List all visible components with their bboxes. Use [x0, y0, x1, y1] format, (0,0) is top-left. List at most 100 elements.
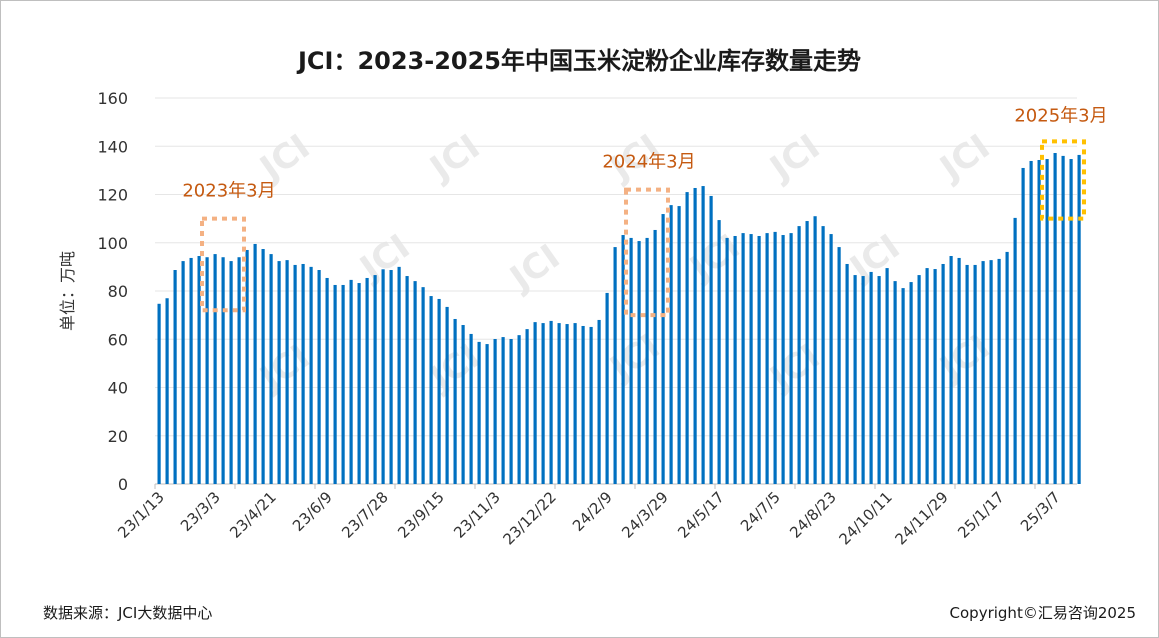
bar [429, 296, 433, 484]
annotation-box [624, 187, 670, 318]
bar [253, 243, 257, 484]
bar [685, 192, 689, 484]
bar [365, 277, 369, 484]
bar [813, 216, 817, 484]
bar [965, 264, 969, 484]
y-tick-label: 20 [108, 427, 128, 446]
y-tick-label: 140 [97, 137, 128, 156]
watermark: JCI [682, 227, 748, 290]
bar [269, 254, 273, 484]
bar [501, 337, 505, 484]
x-tick-label: 23/7/28 [338, 488, 392, 542]
bar [1045, 159, 1049, 484]
x-tick-label: 23/11/3 [450, 488, 504, 542]
bar [829, 234, 833, 484]
x-tick-label: 23/1/13 [114, 488, 168, 542]
bar [797, 226, 801, 484]
x-tick-label: 24/5/17 [674, 488, 728, 542]
bar [925, 268, 929, 484]
bar [821, 226, 825, 484]
bar [533, 322, 537, 484]
bar [477, 341, 481, 484]
bar [205, 257, 209, 484]
bar [213, 254, 217, 484]
bar [549, 320, 553, 484]
bar [989, 260, 993, 484]
bar [709, 195, 713, 484]
watermark: JCI [932, 127, 998, 190]
bar [157, 303, 161, 484]
bar [1069, 159, 1073, 484]
bar [997, 258, 1001, 484]
bar [237, 257, 241, 484]
y-tick-label: 160 [97, 89, 128, 108]
watermark: JCI [602, 327, 668, 390]
bar [773, 231, 777, 484]
bar [565, 324, 569, 484]
bar [245, 249, 249, 484]
x-tick-label: 24/2/9 [569, 488, 616, 535]
bar [861, 276, 865, 484]
bar [517, 335, 521, 484]
copyright: Copyright©汇易咨询2025 [949, 604, 1136, 622]
bar [277, 261, 281, 484]
bar [973, 264, 977, 484]
annotation-label: 2025年3月 [1014, 105, 1107, 126]
bar [341, 284, 345, 484]
bar [885, 268, 889, 484]
bar [1029, 160, 1033, 484]
bar [789, 233, 793, 484]
y-tick-label: 40 [108, 379, 128, 398]
bar [941, 263, 945, 484]
bar [397, 266, 401, 484]
bar [261, 249, 265, 484]
bar [485, 344, 489, 484]
bar [981, 261, 985, 484]
bar [181, 261, 185, 484]
bar [669, 205, 673, 485]
bar [749, 234, 753, 484]
bar [469, 333, 473, 484]
bar [493, 339, 497, 484]
watermark: JCI [422, 127, 488, 190]
bar [645, 237, 649, 484]
bar [301, 263, 305, 484]
bar [453, 318, 457, 484]
bar [949, 256, 953, 484]
x-tick-label: 24/11/29 [891, 488, 951, 548]
bar [853, 275, 857, 484]
bar [381, 269, 385, 484]
x-tick-label: 24/3/29 [618, 488, 672, 542]
y-axis-label: 单位：万吨 [58, 251, 77, 331]
bar [757, 235, 761, 484]
bar [325, 277, 329, 484]
bar [589, 326, 593, 484]
bar [293, 264, 297, 484]
bar [285, 260, 289, 484]
bar [573, 323, 577, 484]
bar [677, 206, 681, 484]
bar [725, 237, 729, 484]
bar [621, 235, 625, 484]
bar [373, 275, 377, 484]
bar [349, 279, 353, 484]
x-tick-label: 25/3/7 [1017, 488, 1064, 535]
bar [437, 298, 441, 484]
bar [357, 283, 361, 484]
bar [333, 284, 337, 484]
bar [869, 271, 873, 484]
bar [1005, 251, 1009, 484]
bar [605, 292, 609, 484]
x-tick-label: 23/12/22 [499, 488, 559, 548]
x-tick-label: 23/4/21 [226, 488, 280, 542]
x-tick-label: 24/10/11 [835, 488, 895, 548]
bar [509, 339, 513, 484]
bar [173, 270, 177, 484]
bar [693, 187, 697, 484]
bar [717, 220, 721, 484]
bar [389, 270, 393, 484]
bar [1037, 160, 1041, 484]
bar [1053, 153, 1057, 484]
bar [637, 241, 641, 484]
